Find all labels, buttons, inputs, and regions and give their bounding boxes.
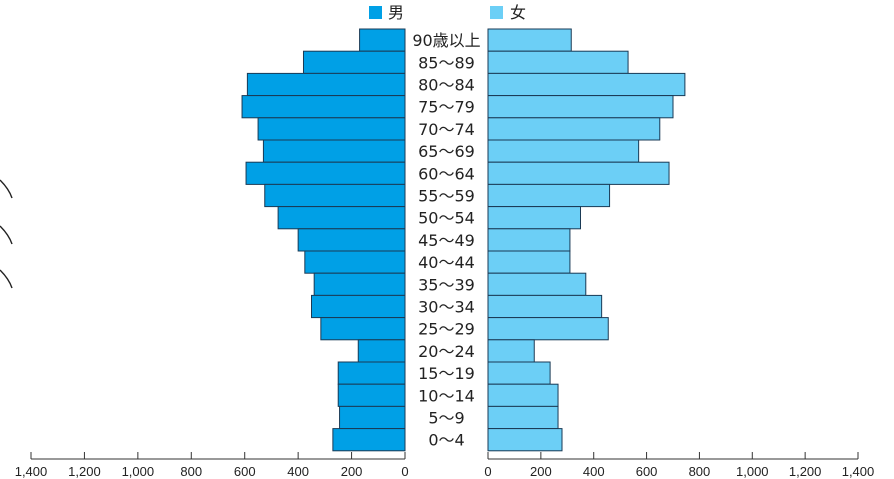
left-tick-label: 800: [180, 464, 202, 479]
female-bar: [487, 50, 629, 74]
male-bar: [320, 317, 406, 341]
right-tick-label: 0: [484, 464, 491, 479]
male-bar: [264, 183, 406, 208]
female-bar: [487, 339, 535, 363]
age-group-label: 15〜19: [418, 364, 475, 383]
female-bar: [487, 95, 674, 119]
male-bar: [241, 95, 406, 119]
left-tick-label: 600: [234, 464, 256, 479]
age-group-label: 35〜39: [418, 275, 475, 294]
right-tick-label: 600: [636, 464, 658, 479]
legend-female-swatch: [490, 6, 503, 19]
male-bar: [245, 161, 406, 185]
male-bar: [337, 383, 406, 407]
age-group-label: 75〜79: [418, 98, 475, 117]
female-bar: [487, 317, 609, 341]
left-tick-label: 0: [401, 464, 408, 479]
left-tick-label: 1,200: [68, 464, 101, 479]
female-bar: [487, 72, 686, 97]
male-bar: [277, 206, 406, 230]
legend: 男女: [369, 3, 526, 22]
female-bars: [487, 28, 686, 452]
female-bar: [487, 117, 661, 141]
right-tick-label: 800: [689, 464, 711, 479]
age-group-label: 70〜74: [418, 120, 475, 139]
age-group-label: 90歳以上: [412, 31, 480, 50]
right-tick-label: 400: [583, 464, 605, 479]
male-bar: [359, 28, 406, 52]
right-tick-label: 1,000: [736, 464, 769, 479]
male-bar: [357, 339, 406, 363]
age-group-label: 5〜9: [428, 409, 464, 428]
age-group-label: 50〜54: [418, 209, 475, 228]
legend-female-label: 女: [510, 3, 526, 22]
age-group-label: 55〜59: [418, 187, 475, 206]
female-bar: [487, 161, 670, 185]
age-group-label: 85〜89: [418, 53, 475, 72]
age-group-label: 10〜14: [418, 386, 475, 405]
age-group-label: 40〜44: [418, 253, 475, 272]
x-axes: 1,400 1,200 1,000 800 600 400 200 0 0 200 400 600 80…: [15, 452, 875, 479]
female-bar: [487, 361, 551, 385]
legend-male-label: 男: [388, 3, 404, 22]
age-group-label: 30〜34: [418, 298, 475, 317]
female-bar: [487, 272, 587, 296]
male-bars: [241, 28, 406, 452]
age-group-label: 20〜24: [418, 342, 475, 361]
female-bar: [487, 294, 603, 319]
female-bar: [487, 428, 563, 452]
age-group-label: 80〜84: [418, 76, 475, 95]
female-bar: [487, 250, 571, 274]
right-tick-label: 1,400: [842, 464, 875, 479]
male-bar: [257, 117, 406, 141]
legend-male-swatch: [369, 6, 382, 19]
female-bar: [487, 206, 581, 230]
edge-mark: [0, 179, 13, 199]
left-tick-label: 200: [341, 464, 363, 479]
male-bar: [332, 428, 406, 452]
left-tick-label: 1,000: [122, 464, 155, 479]
male-bar: [339, 405, 406, 430]
age-group-label: 0〜4: [428, 431, 464, 450]
right-tick-label: 200: [530, 464, 552, 479]
male-bar: [311, 294, 406, 319]
age-group-label: 25〜29: [418, 320, 475, 339]
female-bar: [487, 405, 559, 430]
male-bar: [337, 361, 406, 385]
left-tick-label: 1,400: [15, 464, 48, 479]
age-group-label: 65〜69: [418, 142, 475, 161]
right-tick-label: 1,200: [789, 464, 822, 479]
male-bar: [302, 50, 406, 74]
age-group-label: 45〜49: [418, 231, 475, 250]
male-bar: [313, 272, 406, 296]
male-bar: [304, 250, 406, 274]
age-labels: 90歳以上 85〜89 80〜84 75〜79 70〜74 65〜69 60〜64 55〜59…: [412, 31, 480, 450]
male-bar: [297, 228, 406, 252]
left-tick-label: 400: [287, 464, 309, 479]
male-bar: [246, 72, 406, 97]
age-group-label: 60〜64: [418, 164, 475, 183]
female-bar: [487, 228, 571, 252]
female-bar: [487, 139, 640, 163]
male-bar: [262, 139, 406, 163]
edge-mark: [0, 269, 13, 289]
female-bar: [487, 183, 611, 208]
female-bar: [487, 383, 559, 407]
female-bar: [487, 28, 572, 52]
left-edge-marks: [0, 179, 13, 289]
edge-mark: [0, 225, 13, 245]
